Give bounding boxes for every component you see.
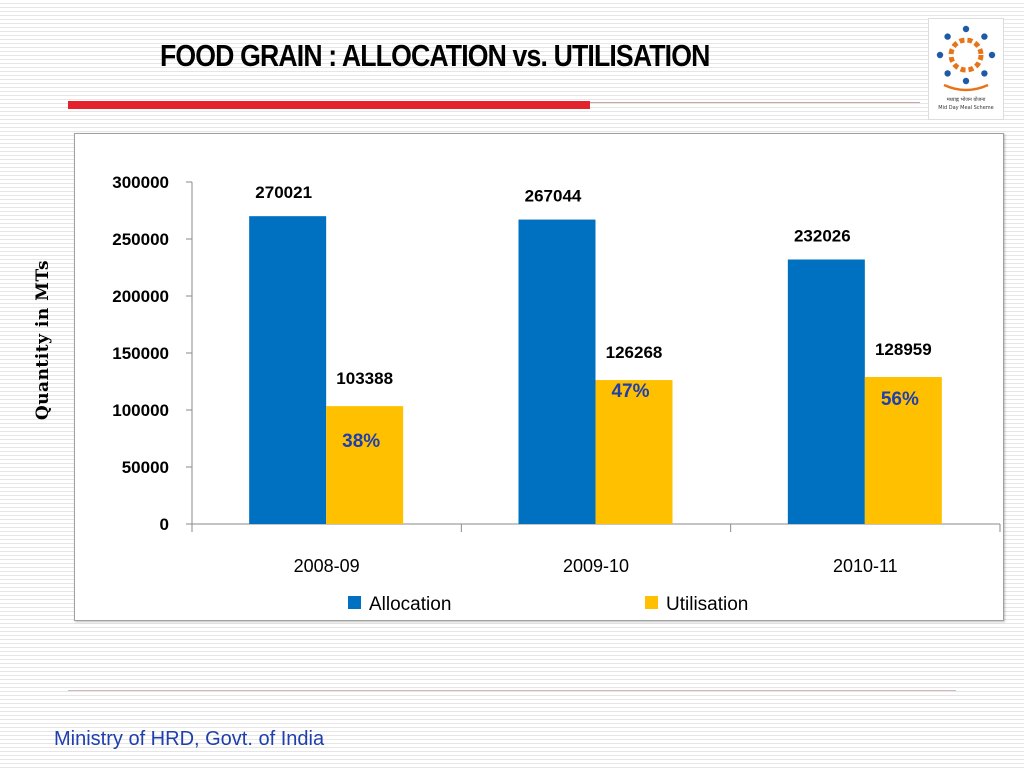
y-tick-label: 200000 bbox=[112, 287, 169, 306]
x-tick-label: 2010-11 bbox=[833, 556, 898, 576]
bar-utilisation-2009-10 bbox=[595, 380, 673, 524]
y-tick-label: 150000 bbox=[112, 344, 169, 363]
y-tick-label: 250000 bbox=[112, 230, 169, 249]
bar-allocation-2009-10 bbox=[518, 219, 596, 525]
data-label-allocation: 232026 bbox=[794, 226, 851, 245]
legend-label-allocation: Allocation bbox=[369, 594, 451, 615]
bar-utilisation-2008-09 bbox=[326, 406, 404, 524]
utilisation-percent-label: 38% bbox=[342, 431, 380, 452]
bar-allocation-2010-11 bbox=[787, 259, 865, 524]
y-tick-label: 300000 bbox=[112, 173, 169, 192]
y-tick-label: 50000 bbox=[122, 458, 169, 477]
footer-divider bbox=[68, 690, 956, 691]
data-label-utilisation: 128959 bbox=[875, 340, 932, 359]
utilisation-percent-label: 47% bbox=[611, 381, 649, 402]
bar-utilisation-2010-11 bbox=[864, 376, 942, 524]
x-tick-label: 2008-09 bbox=[294, 556, 360, 576]
data-label-utilisation: 126268 bbox=[606, 343, 663, 362]
legend-swatch-utilisation bbox=[645, 596, 658, 609]
logo-emblem-icon bbox=[936, 25, 996, 92]
logo-hindi-text: मध्याह्न भोजन योजना bbox=[946, 97, 986, 103]
legend-label-utilisation: Utilisation bbox=[666, 594, 748, 615]
y-tick-label: 100000 bbox=[112, 401, 169, 420]
bar-allocation-2008-09 bbox=[249, 216, 327, 524]
y-tick-label: 0 bbox=[160, 515, 169, 534]
x-tick-label: 2009-10 bbox=[563, 556, 629, 576]
title-underline-red bbox=[68, 101, 590, 109]
mid-day-meal-logo: मध्याह्न भोजन योजना Mid Day Meal Scheme bbox=[928, 18, 1004, 120]
data-label-allocation: 270021 bbox=[255, 183, 312, 202]
legend-swatch-allocation bbox=[348, 596, 361, 609]
title-underline-grey bbox=[590, 102, 920, 103]
utilisation-percent-label: 56% bbox=[881, 389, 919, 410]
logo-english-text: Mid Day Meal Scheme bbox=[938, 105, 994, 111]
footer-text: Ministry of HRD, Govt. of India bbox=[54, 728, 325, 750]
data-label-utilisation: 103388 bbox=[336, 369, 393, 388]
slide-title: FOOD GRAIN : ALLOCATION vs. UTILISATION bbox=[160, 38, 710, 73]
data-label-allocation: 267044 bbox=[525, 187, 582, 206]
